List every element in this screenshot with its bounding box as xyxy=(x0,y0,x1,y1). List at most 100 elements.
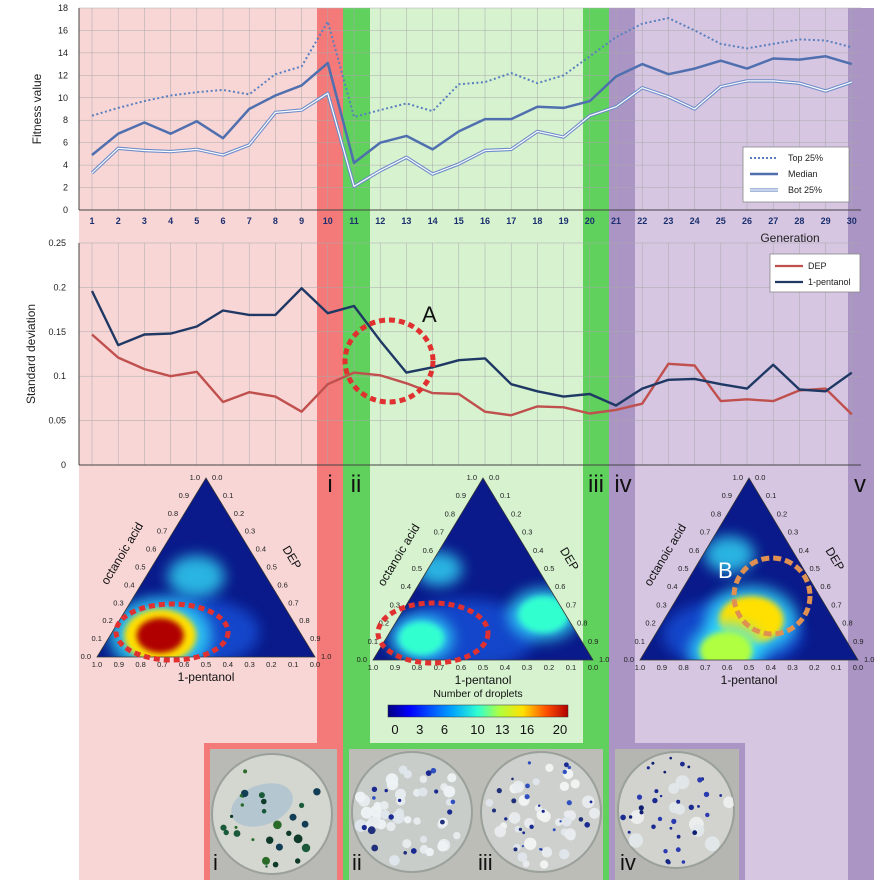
ternary-i-left-tick: 0.4 xyxy=(124,580,134,589)
droplet xyxy=(566,800,572,806)
ternary-ii-hotspot-mid-0 xyxy=(398,621,444,655)
droplet xyxy=(578,817,584,822)
colorbar-tick-label: 13 xyxy=(495,722,509,737)
ternary-i-right-tick: 0.6 xyxy=(277,580,287,589)
phase-labels: i ii iii iv v xyxy=(327,471,866,498)
ternary-i-bottom-tick: 1.0 xyxy=(92,660,102,669)
ternary-iv-left-tick: 0.4 xyxy=(667,582,677,591)
colorbar-tick-label: 3 xyxy=(416,722,423,737)
ternary-ii-axis-1-pentanol: 1-pentanol xyxy=(455,673,512,687)
droplet xyxy=(379,801,389,810)
droplet xyxy=(545,763,554,772)
fitness-x-tick-label: 14 xyxy=(428,216,438,226)
droplet xyxy=(485,799,494,807)
droplet xyxy=(651,761,655,765)
droplet xyxy=(262,856,270,865)
droplet xyxy=(704,836,720,852)
droplet xyxy=(240,803,244,807)
fitness-x-ticks: 1 2 3 4 5 6 7 8 9 10 11 12 13 14 15 16 17 18 19 20 21 22 23 24 2… xyxy=(89,216,856,226)
droplet xyxy=(559,849,570,860)
photo-ii-droplets xyxy=(354,765,461,866)
photo-ii-content xyxy=(354,765,461,866)
fitness-x-tick-label: 5 xyxy=(194,216,199,226)
std-dev-series-dep xyxy=(91,333,853,417)
colorbar-tick-label: 20 xyxy=(553,722,567,737)
ternary-iv-outline xyxy=(639,477,859,661)
fitness-x-tick-label: 16 xyxy=(480,216,490,226)
ternary-ii-left-tick: 0.8 xyxy=(445,509,455,518)
fitness-x-tick-label: 28 xyxy=(794,216,804,226)
droplet xyxy=(258,792,265,799)
ternary-i-highlight-circle xyxy=(113,601,231,663)
ternary-iv-left-tick: 1.0 xyxy=(733,473,743,482)
ternary-iv-right-tick: 0.9 xyxy=(853,637,863,646)
photo-i-dish xyxy=(211,753,333,875)
droplet xyxy=(703,791,710,798)
ternary-iv-bottom-tick: 0.5 xyxy=(744,663,754,672)
droplet xyxy=(723,796,734,809)
droplet xyxy=(494,825,507,838)
droplet xyxy=(517,852,528,862)
ternary-iv-bottom-tick: 0.3 xyxy=(787,663,797,672)
fitness-legend: Top 25% Median Bot 25% xyxy=(742,146,850,203)
droplet xyxy=(369,805,383,818)
droplet xyxy=(646,766,650,770)
ternary-ii-bottom-tick: 0.8 xyxy=(412,663,422,672)
droplet xyxy=(301,820,309,828)
fitness-grid xyxy=(79,7,861,211)
fitness-x-tick-label: 23 xyxy=(663,216,673,226)
droplet xyxy=(518,827,523,832)
droplet xyxy=(361,824,367,831)
droplet xyxy=(388,814,394,820)
fitness-x-tick-label: 15 xyxy=(454,216,464,226)
ternary-ii-right-tick: 0.1 xyxy=(500,491,510,500)
std-dev-y-tick-label: 0.2 xyxy=(53,282,66,292)
ternary-ii-right-tick: 0.5 xyxy=(544,564,554,573)
droplet xyxy=(404,816,412,824)
phase-band-i xyxy=(79,8,317,880)
ternary-i-bottom-tick: 0.9 xyxy=(114,660,124,669)
droplet xyxy=(540,848,543,851)
ternary-ii-left-tick: 0.2 xyxy=(379,619,389,628)
ternary-ii-left-tick: 0.3 xyxy=(390,600,400,609)
photo-iv-content xyxy=(620,756,734,865)
ternary-iv-bottom-tick: 0.9 xyxy=(657,663,667,672)
photo-label-i: i xyxy=(213,850,218,875)
fitness-x-tick-label: 9 xyxy=(299,216,304,226)
droplet xyxy=(286,830,292,836)
ternary-iv-heat xyxy=(662,535,803,660)
legend-label-1-pentanol: 1-pentanol xyxy=(808,277,851,287)
fitness-x-tick-label: 12 xyxy=(375,216,385,226)
photo-i-droplets xyxy=(220,769,321,868)
ternary-ii-right-tick: 1.0 xyxy=(599,655,609,664)
ternary-plot-ii: 0.00.01.00.10.10.90.20.20.80.30.30.70.40… xyxy=(357,473,610,687)
droplet xyxy=(220,824,227,831)
ternary-ii-left-tick: 0.0 xyxy=(357,655,367,664)
fitness-x-tick-label: 26 xyxy=(742,216,752,226)
colorbar-label: Number of droplets xyxy=(433,688,522,700)
droplet xyxy=(261,798,267,805)
legend-label-top-25: Top 25% xyxy=(788,153,823,163)
ternary-iv-hotspot-halo-2 xyxy=(704,535,755,573)
droplet xyxy=(504,817,508,821)
droplet xyxy=(514,825,522,833)
droplet xyxy=(671,818,677,825)
droplet xyxy=(676,834,681,839)
droplet xyxy=(654,789,659,794)
ternary-iv-left-tick: 0.8 xyxy=(711,509,721,518)
ternary-ii-bottom-tick: 0.3 xyxy=(522,663,532,672)
std-dev-y-tick-label: 0.05 xyxy=(48,416,66,426)
ternary-i-left-tick: 0.3 xyxy=(113,598,123,607)
ternary-i-bottom-tick: 0.7 xyxy=(157,660,167,669)
ternary-iv-right-tick: 1.0 xyxy=(864,655,874,664)
ternary-ii-right-tick: 0.4 xyxy=(533,546,543,555)
ternary-i-heat xyxy=(108,555,260,657)
fitness-x-tick-label: 7 xyxy=(247,216,252,226)
ternary-i-left-tick: 0.2 xyxy=(102,616,112,625)
droplet xyxy=(447,809,453,815)
colorbar-ticks: 0 3 6 10 13 16 20 xyxy=(391,722,567,737)
droplet xyxy=(251,838,255,842)
droplet xyxy=(367,816,380,830)
droplet xyxy=(589,807,600,819)
